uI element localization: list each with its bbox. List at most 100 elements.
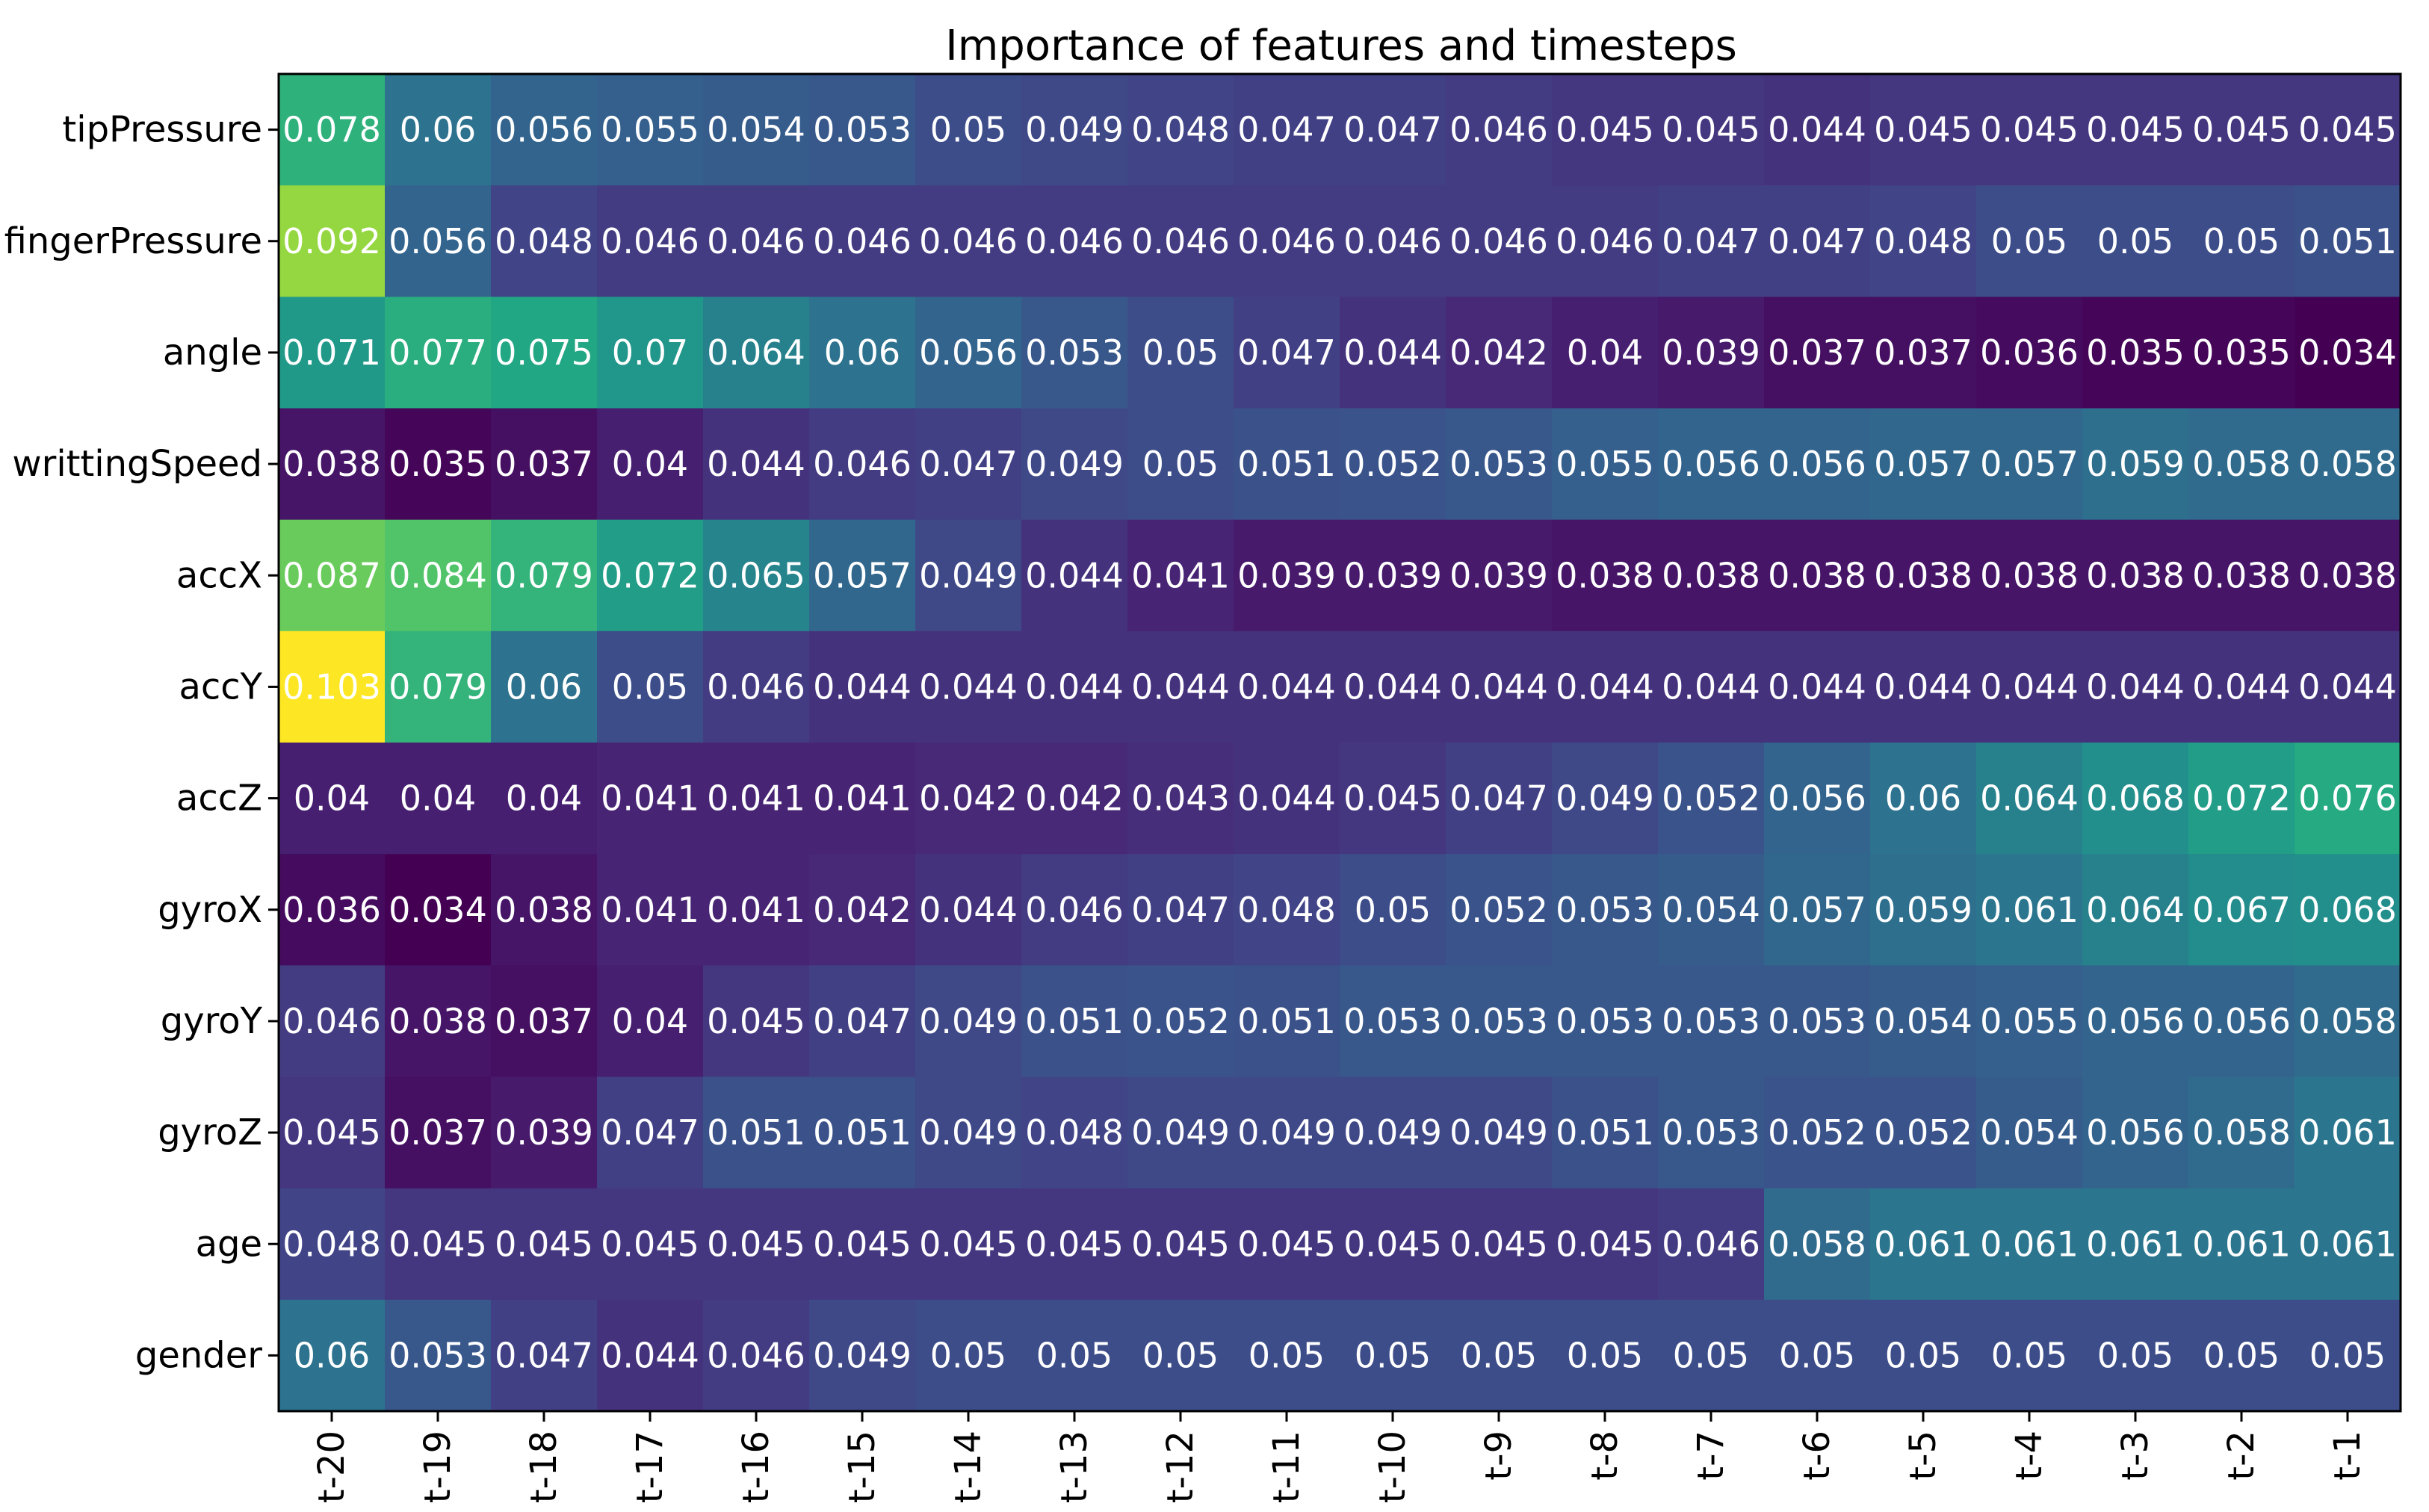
heatmap-cell xyxy=(1976,185,2083,297)
heatmap-cell xyxy=(915,297,1022,409)
x-tick-label: t-1 xyxy=(2327,1431,2368,1481)
heatmap-cell-value: 0.046 xyxy=(707,666,805,707)
heatmap-cell xyxy=(1658,408,1765,521)
heatmap-cell xyxy=(2188,1188,2295,1301)
heatmap-cell xyxy=(2188,519,2295,632)
heatmap-cell xyxy=(2295,185,2401,297)
heatmap-cell xyxy=(1021,1076,1128,1189)
heatmap-cell-value: 0.046 xyxy=(1025,221,1124,261)
heatmap-cell-value: 0.035 xyxy=(2086,332,2185,373)
heatmap-cell-value: 0.053 xyxy=(1662,1112,1760,1153)
heatmap-cell-value: 0.045 xyxy=(2298,110,2397,150)
heatmap-cell-value: 0.056 xyxy=(495,110,593,150)
heatmap-cell xyxy=(279,743,386,855)
heatmap-cell xyxy=(597,965,704,1078)
heatmap-cell-value: 0.072 xyxy=(2192,778,2291,819)
heatmap-cell-value: 0.037 xyxy=(389,1112,487,1153)
heatmap-cell xyxy=(2295,1299,2401,1412)
heatmap-cell xyxy=(809,630,916,743)
heatmap-cell xyxy=(279,630,386,743)
heatmap-cell-value: 0.058 xyxy=(1768,1224,1866,1264)
heatmap-cell xyxy=(2188,185,2295,297)
heatmap-cell xyxy=(915,743,1022,855)
heatmap-cell xyxy=(491,854,598,966)
heatmap-cell xyxy=(2295,854,2401,966)
heatmap-cell xyxy=(1976,965,2083,1078)
heatmap-cell xyxy=(385,297,492,409)
heatmap-cell xyxy=(2295,519,2401,632)
heatmap-cell xyxy=(1870,743,1977,855)
heatmap-cell xyxy=(1976,74,2083,186)
heatmap-cell-value: 0.045 xyxy=(919,1224,1018,1264)
heatmap-cell-value: 0.061 xyxy=(1980,1224,2079,1264)
heatmap-cell xyxy=(491,519,598,632)
heatmap-cell-value: 0.04 xyxy=(506,778,582,819)
heatmap-cell-value: 0.075 xyxy=(495,332,593,373)
heatmap-cell xyxy=(597,743,704,855)
heatmap-cell xyxy=(1870,630,1977,743)
heatmap-cell xyxy=(597,408,704,521)
heatmap-cell-value: 0.05 xyxy=(612,666,688,707)
x-tick-label: t-11 xyxy=(1266,1431,1308,1503)
heatmap-cell xyxy=(1234,965,1340,1078)
heatmap-cell-value: 0.059 xyxy=(1874,890,1972,930)
heatmap-cell xyxy=(2188,743,2295,855)
heatmap-cell xyxy=(1764,630,1871,743)
heatmap-cell xyxy=(385,630,492,743)
heatmap-cell-value: 0.056 xyxy=(2086,1001,2185,1041)
y-tick-label: tipPressure xyxy=(62,109,262,151)
heatmap-cell xyxy=(2295,630,2401,743)
heatmap-cell xyxy=(1234,1188,1340,1301)
x-tick-label: t-20 xyxy=(311,1431,353,1503)
heatmap-cell-value: 0.039 xyxy=(1343,555,1442,595)
heatmap-cell-value: 0.058 xyxy=(2298,444,2397,484)
heatmap-cell xyxy=(1552,1299,1659,1412)
y-tick-label: age xyxy=(196,1223,262,1265)
heatmap-cell xyxy=(915,854,1022,966)
heatmap-cell xyxy=(915,185,1022,297)
heatmap-cell-value: 0.076 xyxy=(2298,778,2397,819)
heatmap-cell-value: 0.045 xyxy=(495,1224,593,1264)
heatmap-cell xyxy=(2082,854,2189,966)
heatmap-cell xyxy=(1021,1299,1128,1412)
heatmap-cell xyxy=(279,408,386,521)
heatmap-cell-value: 0.051 xyxy=(707,1112,805,1153)
heatmap-cell xyxy=(1127,297,1234,409)
heatmap-cell xyxy=(1021,743,1128,855)
heatmap-cell-value: 0.072 xyxy=(601,555,699,595)
heatmap-cell-value: 0.045 xyxy=(1343,1224,1442,1264)
heatmap-cell xyxy=(703,185,810,297)
heatmap-cell xyxy=(2082,519,2189,632)
heatmap-cell-value: 0.068 xyxy=(2086,778,2185,819)
heatmap-cell-value: 0.058 xyxy=(2192,444,2291,484)
heatmap-cell-value: 0.084 xyxy=(389,555,487,595)
heatmap-cell-value: 0.054 xyxy=(1980,1112,2079,1153)
heatmap-cell xyxy=(1234,185,1340,297)
heatmap-cell xyxy=(1446,408,1553,521)
heatmap-cell-value: 0.045 xyxy=(1343,778,1442,819)
heatmap-cell xyxy=(1340,74,1446,186)
heatmap-cell xyxy=(1658,74,1765,186)
heatmap-cell-value: 0.05 xyxy=(2097,221,2173,261)
heatmap-cell-value: 0.038 xyxy=(2298,555,2397,595)
heatmap-cell xyxy=(1870,297,1977,409)
heatmap-cell xyxy=(915,1188,1022,1301)
heatmap-cell-value: 0.045 xyxy=(1237,1224,1336,1264)
heatmap-cell xyxy=(703,1076,810,1189)
heatmap-cell xyxy=(279,519,386,632)
heatmap-cell xyxy=(2295,965,2401,1078)
heatmap-cell xyxy=(703,965,810,1078)
heatmap-cell-value: 0.052 xyxy=(1662,778,1760,819)
heatmap-cell xyxy=(1552,74,1659,186)
heatmap-cell-value: 0.045 xyxy=(1131,1224,1230,1264)
heatmap-cell-value: 0.061 xyxy=(2298,1112,2397,1153)
heatmap-cell-value: 0.056 xyxy=(2086,1112,2185,1153)
heatmap-cell xyxy=(1552,630,1659,743)
heatmap-cell-value: 0.05 xyxy=(1142,1335,1219,1375)
heatmap-cell-value: 0.058 xyxy=(2192,1112,2291,1153)
heatmap-cell xyxy=(703,297,810,409)
y-tick-label: accZ xyxy=(176,778,262,819)
y-axis-tick-labels: tipPressure fingerPressure angle writtingSp… xyxy=(4,109,263,1377)
x-tick-label: t-15 xyxy=(841,1431,883,1503)
heatmap-cell xyxy=(597,185,704,297)
